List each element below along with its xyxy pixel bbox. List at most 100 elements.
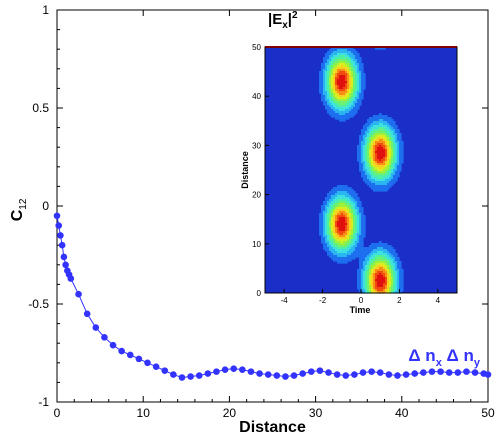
heatmap-cell bbox=[375, 183, 378, 186]
heatmap-cell bbox=[381, 267, 384, 270]
heatmap-cell bbox=[347, 223, 350, 226]
heatmap-cell bbox=[393, 277, 396, 280]
heatmap-cell bbox=[367, 165, 370, 168]
heatmap-cell bbox=[373, 253, 376, 256]
heatmap-cell bbox=[345, 195, 348, 198]
heatmap-cell bbox=[339, 53, 342, 56]
heatmap-cell bbox=[383, 181, 386, 184]
heatmap-cell bbox=[331, 215, 334, 218]
heatmap-cell bbox=[363, 83, 366, 86]
heatmap-cell bbox=[357, 55, 360, 58]
heatmap-cell bbox=[335, 231, 338, 234]
heatmap-cell bbox=[325, 235, 328, 238]
heatmap-cell bbox=[349, 69, 352, 72]
heatmap-cell bbox=[337, 237, 340, 240]
heatmap-cell bbox=[359, 73, 362, 76]
heatmap-cell bbox=[379, 151, 382, 154]
heatmap-cell bbox=[337, 261, 340, 264]
heatmap-cell bbox=[387, 171, 390, 174]
heatmap-cell bbox=[397, 169, 400, 172]
heatmap-cell bbox=[373, 291, 376, 294]
heatmap-cell bbox=[357, 147, 360, 150]
heatmap-cell bbox=[381, 187, 384, 190]
heatmap-cell bbox=[349, 209, 352, 212]
heatmap-cell bbox=[389, 131, 392, 134]
heatmap-cell bbox=[349, 101, 352, 104]
heatmap-cell bbox=[357, 243, 360, 246]
heatmap-cell bbox=[337, 105, 340, 108]
heatmap-cell bbox=[343, 189, 346, 192]
heatmap-cell bbox=[389, 267, 392, 270]
heatmap-cell bbox=[377, 115, 380, 118]
heatmap-cell bbox=[327, 237, 330, 240]
heatmap-cell bbox=[371, 139, 374, 142]
heatmap-cell bbox=[349, 211, 352, 214]
heatmap-cell bbox=[373, 165, 376, 168]
heatmap-cell bbox=[335, 77, 338, 80]
heatmap-cell bbox=[377, 273, 380, 276]
heatmap-cell bbox=[329, 249, 332, 252]
heatmap-cell bbox=[341, 89, 344, 92]
heatmap-cell bbox=[345, 231, 348, 234]
heatmap-cell bbox=[393, 265, 396, 268]
heatmap-cell bbox=[353, 233, 356, 236]
heatmap-cell bbox=[353, 211, 356, 214]
heatmap-cell bbox=[363, 251, 366, 254]
heatmap-cell bbox=[347, 219, 350, 222]
heatmap-cell bbox=[395, 177, 398, 180]
heatmap-cell bbox=[365, 257, 368, 260]
heatmap-cell bbox=[377, 125, 380, 128]
heatmap-cell bbox=[377, 285, 380, 288]
heatmap-cell bbox=[369, 137, 372, 140]
heatmap-cell bbox=[379, 119, 382, 122]
heatmap-cell bbox=[379, 147, 382, 150]
heatmap-cell bbox=[401, 271, 404, 274]
heatmap-cell bbox=[387, 259, 390, 262]
heatmap-cell bbox=[365, 125, 368, 128]
heatmap-cell bbox=[373, 145, 376, 148]
heatmap-cell bbox=[385, 131, 388, 134]
heatmap-cell bbox=[341, 207, 344, 210]
heatmap-cell bbox=[365, 255, 368, 258]
heatmap-cell bbox=[339, 115, 342, 118]
heatmap-cell bbox=[323, 101, 326, 104]
heatmap-cell bbox=[353, 231, 356, 234]
heatmap-cell bbox=[387, 289, 390, 292]
heatmap-cell bbox=[385, 181, 388, 184]
heatmap-cell bbox=[367, 133, 370, 136]
heatmap-cell bbox=[381, 251, 384, 254]
heatmap-cell bbox=[351, 193, 354, 196]
data-point bbox=[230, 365, 238, 372]
heatmap-cell bbox=[369, 287, 372, 290]
inset-heatmap-cells bbox=[319, 47, 404, 294]
heatmap-cell bbox=[375, 189, 378, 192]
heatmap-cell bbox=[347, 61, 350, 64]
heatmap-cell bbox=[363, 171, 366, 174]
heatmap-cell bbox=[387, 161, 390, 164]
heatmap-cell bbox=[327, 215, 330, 218]
heatmap-cell bbox=[369, 153, 372, 156]
heatmap-cell bbox=[359, 149, 362, 152]
heatmap-cell bbox=[351, 221, 354, 224]
heatmap-cell bbox=[333, 75, 336, 78]
heatmap-cell bbox=[381, 171, 384, 174]
heatmap-cell bbox=[393, 289, 396, 292]
heatmap-cell bbox=[375, 127, 378, 130]
heatmap-cell bbox=[327, 225, 330, 228]
heatmap-cell bbox=[357, 205, 360, 208]
heatmap-cell bbox=[345, 115, 348, 118]
heatmap-cell bbox=[337, 253, 340, 256]
heatmap-cell bbox=[377, 139, 380, 142]
heatmap-cell bbox=[363, 225, 366, 228]
heatmap-cell bbox=[371, 119, 374, 122]
heatmap-cell bbox=[341, 257, 344, 260]
heatmap-cell bbox=[371, 165, 374, 168]
heatmap-cell bbox=[369, 127, 372, 130]
heatmap-cell bbox=[365, 251, 368, 254]
heatmap-cell bbox=[397, 147, 400, 150]
heatmap-cell bbox=[385, 257, 388, 260]
heatmap-cell bbox=[355, 87, 358, 90]
heatmap-cell bbox=[359, 237, 362, 240]
heatmap-cell bbox=[343, 113, 346, 116]
heatmap-cell bbox=[359, 249, 362, 252]
